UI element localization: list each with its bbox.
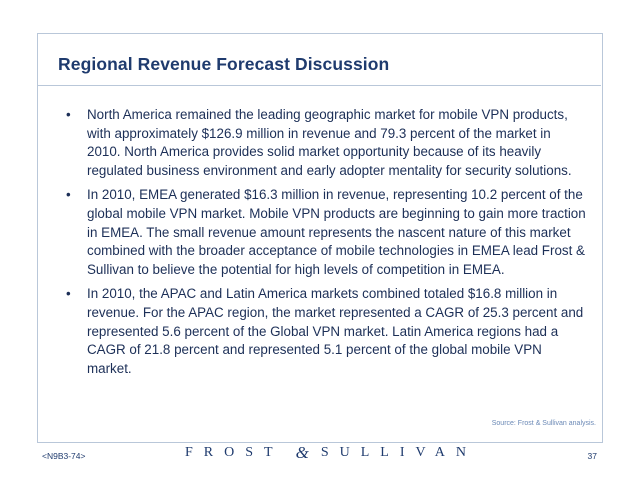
bullet-text: In 2010, the APAC and Latin America mark… <box>87 286 584 376</box>
bullet-item: • North America remained the leading geo… <box>66 106 586 180</box>
bullet-icon: • <box>66 107 71 122</box>
bullet-icon: • <box>66 286 71 302</box>
source-note: Source: Frost & Sullivan analysis. <box>491 420 596 427</box>
title-divider <box>38 85 601 86</box>
slide-frame <box>37 33 603 443</box>
bullet-item: • In 2010, EMEA generated $16.3 million … <box>66 186 586 279</box>
bullet-icon: • <box>66 187 71 203</box>
bullet-item: • In 2010, the APAC and Latin America ma… <box>66 285 586 378</box>
document-code: <N9B3-74> <box>42 451 86 461</box>
slide-title: Regional Revenue Forecast Discussion <box>58 54 390 74</box>
page-number: 37 <box>587 451 597 461</box>
logo-word-frost: FROST <box>185 445 284 460</box>
logo-ampersand: & <box>295 443 309 462</box>
logo-word-sullivan: SULLIVAN <box>320 445 478 460</box>
frost-sullivan-logo: FROST & SULLIVAN <box>185 440 466 466</box>
bullet-text: In 2010, EMEA generated $16.3 million in… <box>87 187 586 277</box>
bullet-text: North America remained the leading geogr… <box>87 107 572 178</box>
bullet-list: • North America remained the leading geo… <box>66 106 586 384</box>
